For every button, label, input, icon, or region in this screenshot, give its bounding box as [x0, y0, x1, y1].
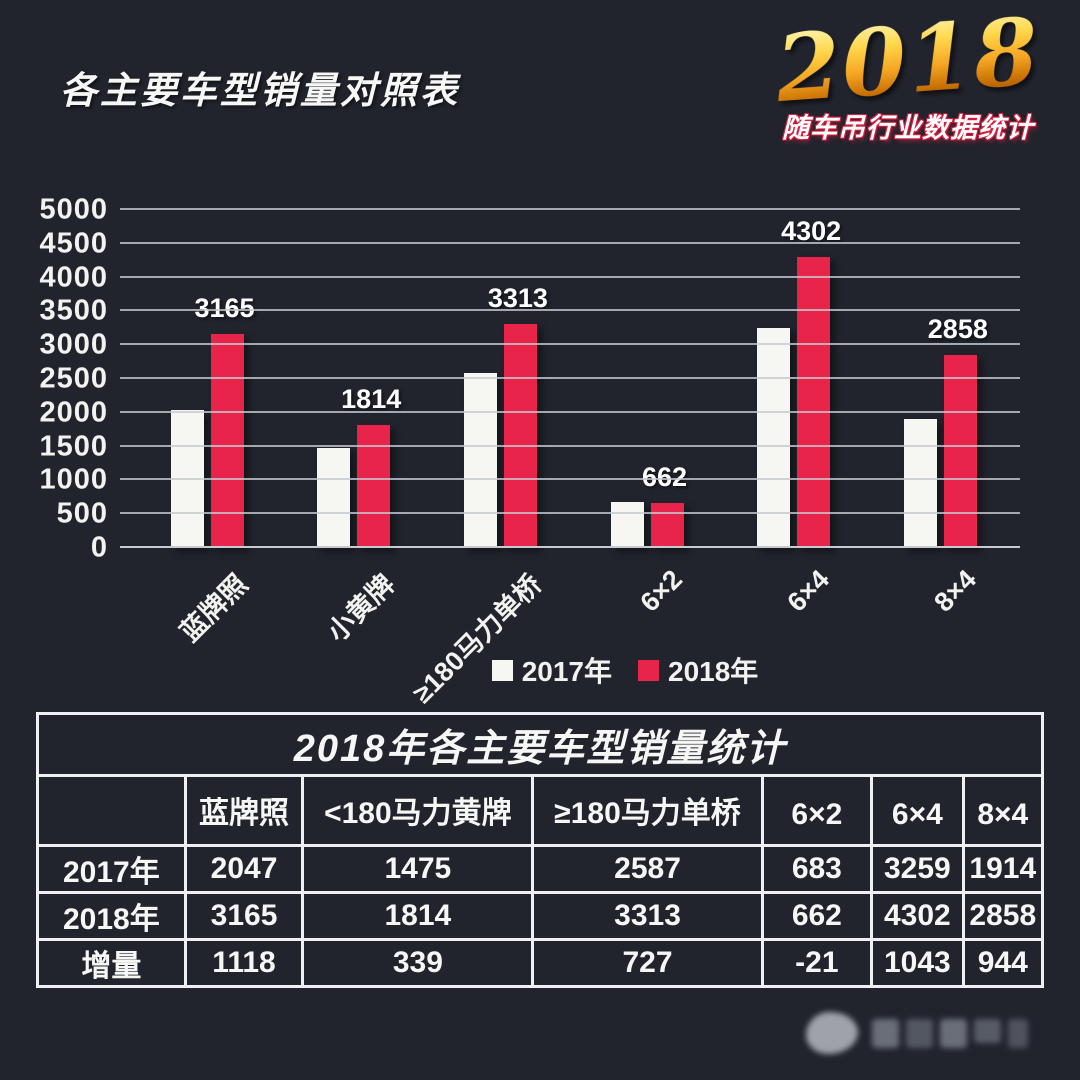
cell: 944 — [961, 938, 1045, 988]
bar-group-lanpaizhao: 3165 蓝牌照 — [166, 210, 255, 647]
bar-2017 — [317, 448, 351, 548]
bar-2018 — [944, 354, 978, 548]
cell: 3259 — [870, 844, 965, 894]
data-label-2018: 662 — [641, 462, 688, 493]
bar-group-8x4: 2858 8×4 — [900, 210, 988, 618]
legend-label: 2017年 — [521, 656, 612, 687]
legend-swatch-white-icon — [491, 659, 513, 681]
cell: 4302 — [870, 891, 965, 941]
bar-2017 — [610, 501, 644, 548]
bar-2017 — [904, 418, 938, 548]
legend-item-2018: 2018年 — [638, 650, 758, 690]
cell: 1814 — [301, 891, 535, 941]
legend-label: 2018年 — [668, 656, 759, 687]
y-tick: 4000 — [39, 261, 108, 294]
watermark-blurred-text — [872, 1018, 1028, 1048]
col-header: ≥180马力单桥 — [531, 774, 764, 847]
bar-2018 — [210, 334, 244, 548]
y-tick: 1000 — [39, 463, 108, 496]
y-tick: 0 — [90, 531, 108, 564]
cell: 2587 — [531, 844, 764, 894]
table-title: 2018年各主要车型销量统计 — [36, 712, 1044, 777]
row-label: 2017年 — [36, 844, 187, 894]
cell: 339 — [301, 938, 535, 988]
y-tick: 1500 — [39, 430, 108, 463]
col-header: 6×4 — [870, 774, 965, 847]
cell: 3313 — [531, 891, 764, 941]
bar-2018 — [797, 257, 831, 548]
sales-bar-chart: 0 500 1000 1500 2000 2500 3000 3500 4000… — [39, 190, 1040, 709]
cell: 2858 — [961, 891, 1045, 941]
table-header-row: 蓝牌照 <180马力黄牌 ≥180马力单桥 6×2 6×4 8×4 — [36, 774, 1045, 847]
cell: 1914 — [961, 844, 1045, 894]
x-category-label: 8×4 — [928, 564, 982, 618]
x-category-label: 蓝牌照 — [175, 568, 254, 648]
y-tick: 2500 — [39, 362, 108, 395]
logo-2018-gold-icon: 2018 — [772, 0, 1044, 124]
y-axis: 0 500 1000 1500 2000 2500 3000 3500 4000… — [39, 194, 108, 564]
bar-2017 — [757, 327, 791, 548]
table-row-2018: 2018年 3165 1814 3313 662 4302 2858 — [36, 891, 1045, 941]
x-category-label: 小黄牌 — [321, 568, 401, 648]
x-category-label: 6×4 — [781, 564, 836, 618]
col-header: 蓝牌照 — [183, 774, 305, 847]
y-tick: 500 — [56, 497, 108, 530]
bar-group-xiaohuangpai: 1814 小黄牌 — [313, 210, 401, 647]
bar-2017 — [170, 409, 204, 548]
bar-2018 — [504, 324, 538, 548]
cell: 1043 — [870, 938, 965, 988]
col-header: 6×2 — [760, 774, 874, 847]
row-label: 增量 — [36, 938, 187, 988]
legend-item-2017: 2017年 — [491, 650, 612, 690]
col-header: <180马力黄牌 — [301, 774, 535, 847]
sales-stats-table: 2018年各主要车型销量统计 蓝牌照 <180马力黄牌 ≥180马力单桥 6×2… — [36, 712, 1045, 988]
col-header-blank — [36, 774, 187, 847]
cell: 683 — [760, 844, 874, 894]
cell: 2047 — [183, 844, 305, 894]
col-header: 8×4 — [961, 774, 1045, 847]
page-title: 各主要车型销量对照表 — [60, 70, 460, 111]
y-tick: 4500 — [39, 227, 108, 260]
cell: 727 — [531, 938, 764, 988]
bar-groups: 3165 蓝牌照 1814 小黄牌 3313 ≥180马力单桥 — [120, 210, 1020, 709]
bar-group-6x4: 4302 6×4 — [753, 210, 841, 618]
y-tick: 3000 — [39, 328, 108, 361]
y-tick: 5000 — [39, 193, 108, 226]
chart-legend: 2017年 2018年 — [40, 650, 1040, 690]
legend-swatch-red-icon — [638, 659, 659, 681]
y-tick: 2000 — [39, 396, 108, 429]
bar-group-6x2: 662 6×2 — [606, 210, 689, 618]
bar-group-180hp-danqiao: 3313 ≥180马力单桥 — [407, 210, 548, 709]
row-label: 2018年 — [36, 891, 187, 941]
cell: 662 — [760, 891, 874, 941]
bar-2018 — [357, 425, 391, 548]
cell: 1475 — [301, 844, 535, 894]
cell: 3165 — [183, 891, 305, 941]
table-row-increment: 增量 1118 339 727 -21 1043 944 — [36, 938, 1045, 988]
table-row-2017: 2017年 2047 1475 2587 683 3259 1914 — [36, 844, 1045, 894]
bar-2017 — [464, 373, 498, 548]
watermark-blob-icon — [806, 1012, 858, 1054]
cell: -21 — [760, 938, 874, 988]
plot-area: 3165 蓝牌照 1814 小黄牌 3313 ≥180马力单桥 — [120, 208, 1020, 709]
cell: 1118 — [183, 938, 305, 988]
data-label-2018: 1814 — [341, 384, 402, 415]
data-label-2018: 2858 — [927, 313, 988, 344]
data-label-2018: 4302 — [781, 216, 842, 247]
data-label-2018: 3165 — [194, 293, 255, 324]
brand-logo: 2018 随车吊行业数据统计 — [758, 0, 1058, 145]
publisher-watermark-logo-icon — [806, 1012, 1028, 1054]
bar-2018 — [650, 503, 684, 548]
y-tick: 3500 — [39, 294, 108, 327]
logo-subtitle: 随车吊行业数据统计 — [782, 113, 1034, 143]
table-title-row: 2018年各主要车型销量统计 — [36, 712, 1044, 777]
data-label-2018: 3313 — [487, 283, 548, 314]
x-category-label: 6×2 — [634, 564, 689, 618]
